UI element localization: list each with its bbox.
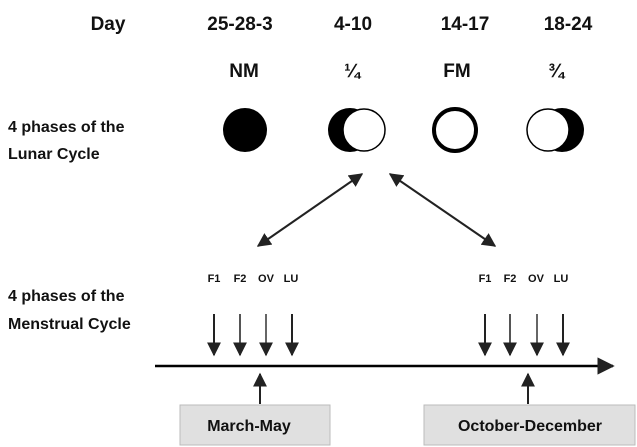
- season-box: [179, 404, 331, 446]
- phase-label: FM: [443, 61, 470, 82]
- row-label: 4 phases of the: [8, 119, 125, 136]
- phase-label: ¾: [548, 61, 566, 82]
- cycle-phase: OV: [528, 273, 545, 285]
- season-box: [423, 404, 636, 446]
- phase-arrows: [207, 314, 570, 357]
- row-label: Lunar Cycle: [8, 146, 100, 163]
- season-label: March-May: [207, 418, 291, 435]
- day-range: 4-10: [334, 14, 372, 35]
- cycle-phase: F1: [479, 273, 492, 285]
- row-label: Menstrual Cycle: [8, 316, 131, 333]
- cycle-phase: LU: [284, 273, 299, 285]
- cycle-phase: LU: [554, 273, 569, 285]
- cycle-phase: F2: [504, 273, 517, 285]
- cycle-phase: F2: [234, 273, 247, 285]
- day-label: Day: [91, 14, 126, 35]
- season-arrows: [253, 372, 535, 404]
- day-range: 18-24: [544, 14, 593, 35]
- phase-label: ¼: [344, 61, 362, 82]
- moons: [223, 107, 584, 153]
- connector-arrows: [256, 173, 497, 247]
- cycle-phase: OV: [258, 273, 275, 285]
- day-range: 25-28-3: [207, 14, 273, 35]
- row-label: 4 phases of the: [8, 288, 125, 305]
- phase-label: NM: [229, 61, 259, 82]
- cycle-phase: F1: [208, 273, 221, 285]
- day-range: 14-17: [441, 14, 490, 35]
- season-label: October-December: [458, 418, 602, 435]
